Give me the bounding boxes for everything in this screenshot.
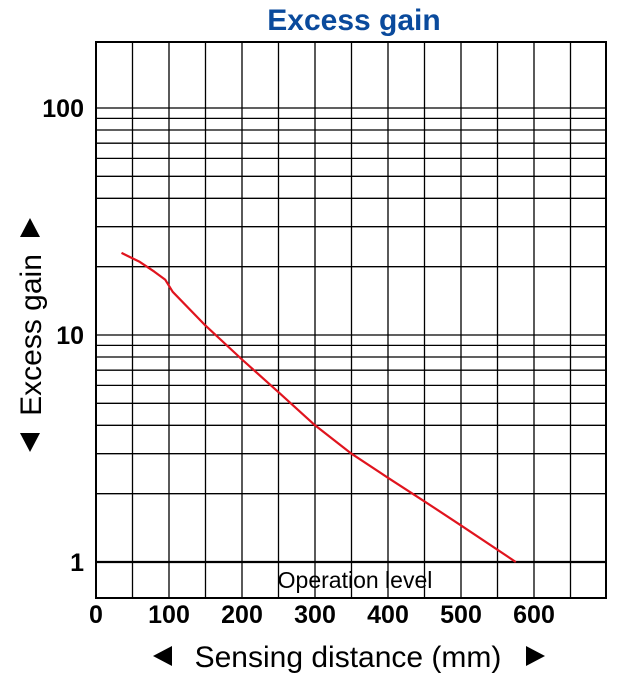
chart-title: Excess gain: [267, 4, 440, 37]
x-tick-label: 100: [148, 601, 190, 629]
y-tick-labels: 1 10 100: [42, 95, 84, 577]
x-tick-label: 600: [513, 601, 555, 629]
x-tick-label: 0: [89, 601, 103, 629]
right-arrow-icon: [526, 646, 545, 666]
x-axis-label: Sensing distance (mm): [195, 641, 502, 674]
x-axis-label-group: Sensing distance (mm): [153, 641, 545, 674]
y-tick-label: 1: [70, 549, 84, 577]
down-arrow-icon: [20, 433, 40, 452]
y-axis-label: Excess gain: [15, 254, 48, 416]
left-arrow-icon: [153, 646, 172, 666]
x-tick-label: 300: [294, 601, 336, 629]
x-tick-label: 500: [440, 601, 482, 629]
series-line: [121, 251, 517, 563]
y-tick-label: 100: [42, 95, 84, 123]
up-arrow-icon: [20, 218, 40, 237]
y-axis-label-group: Excess gain: [15, 218, 48, 452]
operation-level-label: Operation level: [278, 567, 433, 593]
x-tick-label: 200: [221, 601, 263, 629]
x-tick-labels: 0 100 200 300 400 500 600: [89, 601, 555, 629]
x-tick-label: 400: [367, 601, 409, 629]
series-layer: [121, 251, 517, 563]
y-tick-label: 10: [56, 322, 84, 350]
grid: [95, 41, 607, 599]
